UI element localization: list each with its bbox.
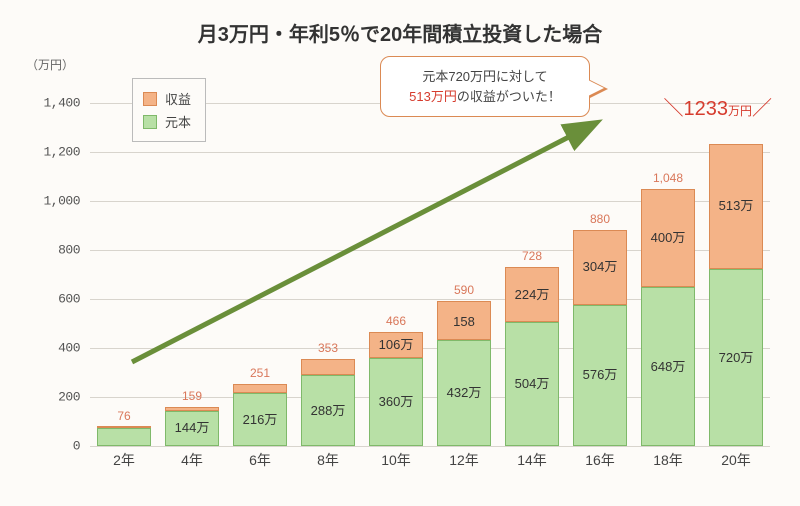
bar-principal-label: 576万: [573, 364, 627, 383]
bar-principal-label: 648万: [641, 356, 695, 375]
bar-return-label: 513万: [709, 195, 763, 214]
bar-return-label: 400万: [641, 227, 695, 246]
bar-total-label: 466: [369, 314, 423, 328]
grid-line: [90, 446, 770, 447]
bar-return-label: 304万: [573, 256, 627, 275]
bar-total-label: 251: [233, 366, 287, 380]
bar-principal-label: 360万: [369, 391, 423, 410]
chart-title: 月3万円・年利5％で20年間積立投資した場合: [0, 18, 800, 47]
bar-return: [97, 426, 151, 428]
bar-total-label: 728: [505, 249, 559, 263]
y-tick-label: 1,400: [43, 95, 80, 110]
final-total-unit: 万円: [728, 104, 752, 118]
bar-principal-label: 216万: [233, 409, 287, 428]
final-total-label: ＼1233万円／: [663, 92, 772, 121]
legend-swatch-icon: [143, 92, 157, 106]
legend-label: 元本: [165, 112, 191, 131]
chart-container: 月3万円・年利5％で20年間積立投資した場合 （万円） 収益元本 元本720万円…: [0, 0, 800, 506]
bar-total-label: 159: [165, 389, 219, 403]
grid-line: [90, 152, 770, 153]
y-axis-unit: （万円）: [26, 56, 74, 73]
bar-return: [165, 407, 219, 411]
callout-bubble: 元本720万円に対して 513万円の収益がついた！: [380, 56, 590, 117]
bar-return-label: 106万: [369, 334, 423, 353]
x-tick-label: 10年: [369, 450, 423, 470]
bar-return-label: 224万: [505, 284, 559, 303]
legend-label: 収益: [165, 89, 191, 108]
bar-total-label: 76: [97, 409, 151, 423]
y-tick-label: 800: [58, 242, 80, 257]
x-tick-label: 8年: [301, 450, 355, 470]
bar-principal-label: 504万: [505, 373, 559, 392]
y-tick-label: 1,000: [43, 193, 80, 208]
x-tick-label: 20年: [709, 450, 763, 470]
x-tick-label: 4年: [165, 450, 219, 470]
bar-return: [301, 359, 355, 375]
bar-return-label: 158: [437, 314, 491, 329]
bar-total-label: 880: [573, 212, 627, 226]
y-tick-label: 400: [58, 340, 80, 355]
bar-total-label: 1,048: [641, 171, 695, 185]
bar-total-label: 590: [437, 283, 491, 297]
bar-principal: [97, 428, 151, 446]
y-tick-label: 0: [73, 439, 80, 454]
x-tick-label: 18年: [641, 450, 695, 470]
bar-principal-label: 144万: [165, 417, 219, 436]
bar-total-label: 353: [301, 341, 355, 355]
bar-principal-label: 288万: [301, 400, 355, 419]
y-tick-label: 1,200: [43, 144, 80, 159]
x-tick-label: 2年: [97, 450, 151, 470]
final-total-amount: 1233: [683, 98, 728, 120]
bar-principal-label: 720万: [709, 347, 763, 366]
legend-item: 収益: [143, 87, 191, 110]
legend-item: 元本: [143, 110, 191, 133]
x-tick-label: 16年: [573, 450, 627, 470]
bar-return: [233, 384, 287, 393]
callout-line2-post: の収益がついた！: [457, 89, 561, 104]
y-tick-label: 200: [58, 389, 80, 404]
callout-tail-inner-icon: [588, 80, 604, 96]
x-tick-label: 6年: [233, 450, 287, 470]
x-tick-label: 12年: [437, 450, 491, 470]
x-tick-label: 14年: [505, 450, 559, 470]
callout-line1: 元本720万円に対して: [422, 69, 547, 84]
legend-swatch-icon: [143, 115, 157, 129]
callout-highlight: 513万円: [409, 89, 457, 104]
y-tick-label: 600: [58, 291, 80, 306]
legend: 収益元本: [132, 78, 206, 142]
bar-principal-label: 432万: [437, 382, 491, 401]
